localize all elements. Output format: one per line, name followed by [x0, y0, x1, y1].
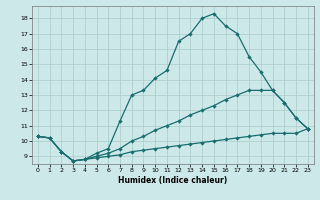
- X-axis label: Humidex (Indice chaleur): Humidex (Indice chaleur): [118, 176, 228, 185]
